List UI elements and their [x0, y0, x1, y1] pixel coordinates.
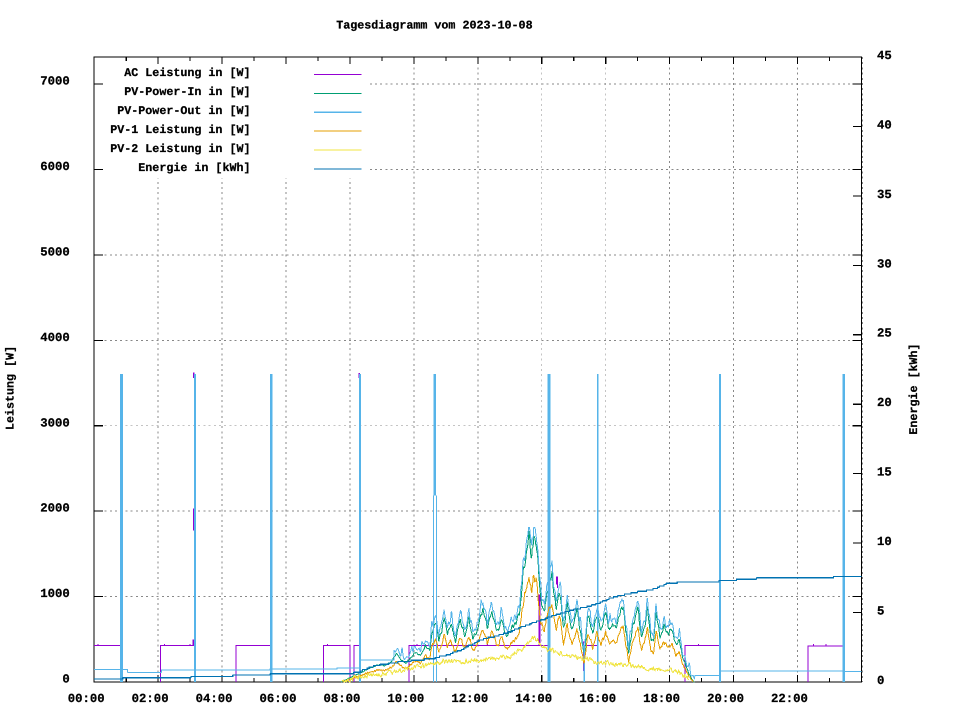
svg-text:6000: 6000 — [40, 160, 70, 174]
svg-text:20:00: 20:00 — [707, 692, 744, 706]
svg-text:Leistung [W]: Leistung [W] — [3, 346, 17, 430]
svg-text:20: 20 — [877, 396, 892, 410]
svg-text:25: 25 — [877, 327, 892, 341]
svg-text:7000: 7000 — [40, 75, 70, 89]
svg-text:04:00: 04:00 — [196, 692, 233, 706]
svg-text:30: 30 — [877, 257, 892, 271]
svg-text:45: 45 — [877, 49, 892, 63]
svg-text:18:00: 18:00 — [643, 692, 680, 706]
svg-text:PV-2 Leistung in [W]: PV-2 Leistung in [W] — [110, 142, 250, 156]
svg-text:5: 5 — [877, 605, 884, 619]
svg-text:35: 35 — [877, 188, 892, 202]
svg-text:16:00: 16:00 — [579, 692, 616, 706]
svg-text:00:00: 00:00 — [68, 692, 105, 706]
svg-text:12:00: 12:00 — [451, 692, 488, 706]
svg-text:4000: 4000 — [40, 331, 70, 345]
svg-text:2000: 2000 — [40, 502, 70, 516]
svg-text:Tagesdiagramm vom 2023-10-08: Tagesdiagramm vom 2023-10-08 — [336, 19, 532, 33]
svg-text:1000: 1000 — [40, 587, 70, 601]
svg-text:22:00: 22:00 — [771, 692, 808, 706]
svg-text:40: 40 — [877, 118, 892, 132]
svg-text:PV-1 Leistung in [W]: PV-1 Leistung in [W] — [110, 123, 250, 137]
svg-text:Energie [kWh]: Energie [kWh] — [907, 343, 921, 434]
svg-text:06:00: 06:00 — [260, 692, 297, 706]
svg-text:02:00: 02:00 — [132, 692, 169, 706]
svg-text:10:00: 10:00 — [387, 692, 424, 706]
svg-text:PV-Power-In in [W]: PV-Power-In in [W] — [124, 85, 250, 99]
svg-text:AC Leistung in [W]: AC Leistung in [W] — [124, 66, 250, 80]
svg-text:14:00: 14:00 — [515, 692, 552, 706]
svg-text:15: 15 — [877, 466, 892, 480]
svg-text:3000: 3000 — [40, 416, 70, 430]
svg-text:0: 0 — [877, 674, 884, 688]
svg-text:10: 10 — [877, 535, 892, 549]
svg-text:Energie in [kWh]: Energie in [kWh] — [138, 161, 250, 175]
svg-text:08:00: 08:00 — [323, 692, 360, 706]
svg-text:PV-Power-Out in [W]: PV-Power-Out in [W] — [117, 104, 250, 118]
svg-text:0: 0 — [62, 673, 69, 687]
svg-text:5000: 5000 — [40, 246, 70, 260]
